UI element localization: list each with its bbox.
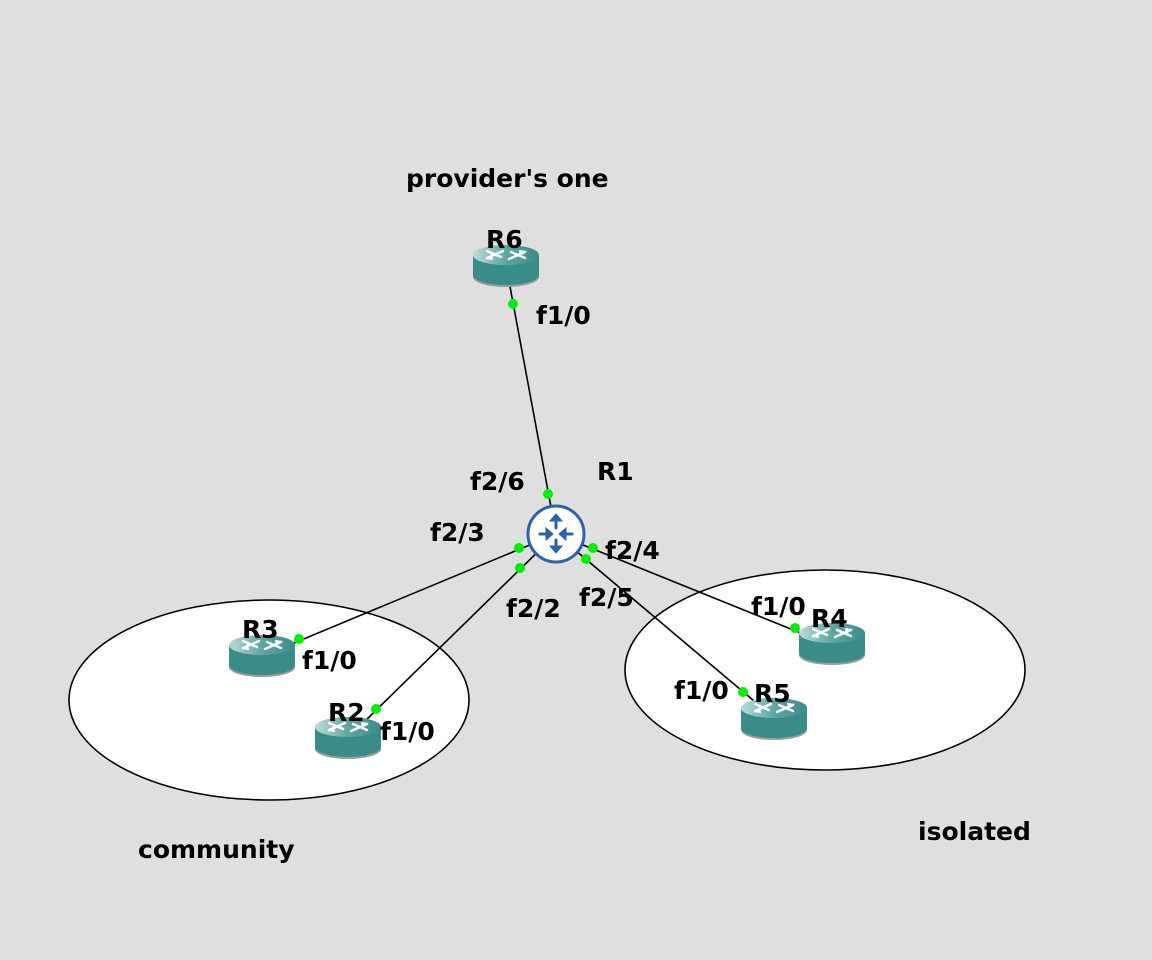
node-label-r1: R1 xyxy=(597,457,634,486)
iface-label-r1-f2-2: f2/2 xyxy=(506,594,561,623)
port-dot xyxy=(543,489,553,499)
port-dot xyxy=(790,623,800,633)
node-label-r4: R4 xyxy=(811,604,848,633)
iface-label-r1-f2-5: f2/5 xyxy=(579,583,634,612)
port-dot xyxy=(738,687,748,697)
iface-label-r6-f1-0: f1/0 xyxy=(536,301,591,330)
port-dot xyxy=(588,543,598,553)
iface-label-r5-f1-0: f1/0 xyxy=(674,676,729,705)
node-label-r5: R5 xyxy=(754,679,791,708)
iface-label-r2-f1-0: f1/0 xyxy=(380,717,435,746)
area-label-isolated: isolated xyxy=(918,817,1031,846)
port-dot xyxy=(371,704,381,714)
node-label-r3: R3 xyxy=(242,615,279,644)
node-label-r6: R6 xyxy=(486,225,523,254)
switch-icon[interactable] xyxy=(526,504,586,564)
iface-label-r3-f1-0: f1/0 xyxy=(302,646,357,675)
port-dot xyxy=(515,563,525,573)
node-label-r2: R2 xyxy=(328,698,365,727)
area-label-provider: provider's one xyxy=(406,164,609,193)
link-r1-r4[interactable] xyxy=(555,533,819,641)
iface-label-r1-f2-6: f2/6 xyxy=(470,467,525,496)
port-dot xyxy=(294,634,304,644)
link-r1-r5[interactable] xyxy=(555,533,761,707)
iface-label-r4-f1-0: f1/0 xyxy=(751,592,806,621)
port-dot xyxy=(581,554,591,564)
port-dot xyxy=(514,543,524,553)
iface-label-r1-f2-4: f2/4 xyxy=(605,536,660,565)
port-dot xyxy=(508,299,518,309)
link-r1-r3[interactable] xyxy=(281,533,557,649)
iface-label-r1-f2-3: f2/3 xyxy=(430,518,485,547)
isolated-area xyxy=(624,569,1026,771)
area-label-community: community xyxy=(138,835,295,864)
